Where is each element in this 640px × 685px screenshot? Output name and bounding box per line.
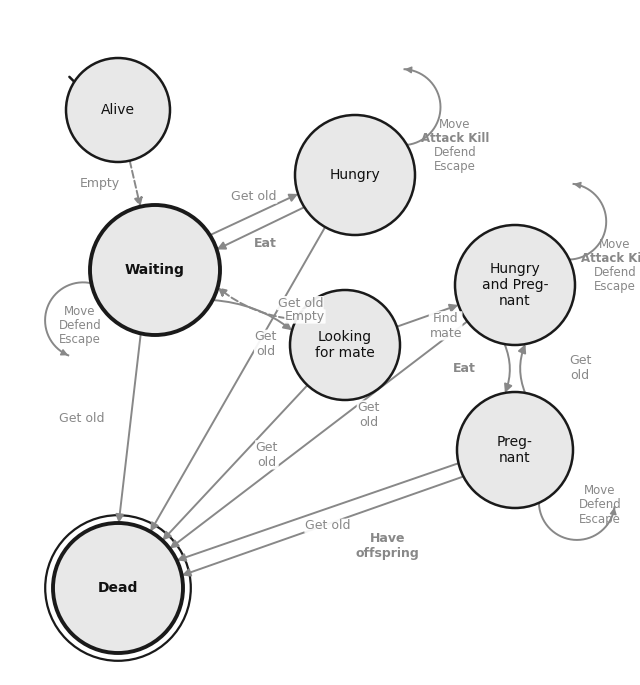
- FancyArrowPatch shape: [504, 344, 511, 391]
- Text: Move: Move: [584, 484, 616, 497]
- Text: Empty: Empty: [285, 310, 325, 323]
- Circle shape: [295, 115, 415, 235]
- Text: Escape: Escape: [434, 160, 476, 173]
- Text: Move: Move: [599, 238, 631, 251]
- Text: Have
offspring: Have offspring: [356, 532, 419, 560]
- Text: Alive: Alive: [101, 103, 135, 117]
- Text: Attack Kill: Attack Kill: [581, 251, 640, 264]
- FancyArrowPatch shape: [152, 227, 325, 530]
- Circle shape: [455, 225, 575, 345]
- Text: Dead: Dead: [98, 581, 138, 595]
- Text: Get
old: Get old: [255, 330, 277, 358]
- Text: Escape: Escape: [594, 279, 636, 292]
- FancyArrowPatch shape: [220, 289, 296, 320]
- Text: Get old: Get old: [231, 190, 276, 203]
- Text: Get old: Get old: [305, 519, 351, 532]
- Text: Defend: Defend: [579, 499, 621, 512]
- Circle shape: [66, 58, 170, 162]
- FancyArrowPatch shape: [164, 385, 307, 539]
- FancyArrowPatch shape: [130, 161, 141, 205]
- Text: Preg-
nant: Preg- nant: [497, 435, 533, 465]
- Circle shape: [90, 205, 220, 335]
- FancyArrowPatch shape: [219, 207, 305, 249]
- FancyArrowPatch shape: [172, 321, 467, 547]
- Text: Get old: Get old: [59, 412, 104, 425]
- FancyArrowPatch shape: [519, 346, 525, 393]
- Text: Escape: Escape: [59, 332, 101, 345]
- Text: Move: Move: [64, 305, 96, 318]
- Circle shape: [53, 523, 183, 653]
- Text: Hungry: Hungry: [330, 168, 380, 182]
- Text: Escape: Escape: [579, 512, 621, 525]
- Text: Move: Move: [439, 118, 471, 131]
- Text: Defend: Defend: [434, 145, 476, 158]
- Text: Waiting: Waiting: [125, 263, 185, 277]
- Circle shape: [290, 290, 400, 400]
- FancyArrowPatch shape: [397, 305, 456, 327]
- Text: Eat: Eat: [254, 237, 277, 250]
- Text: Get
old: Get old: [357, 401, 380, 429]
- Text: Defend: Defend: [594, 266, 636, 279]
- Circle shape: [457, 392, 573, 508]
- Text: Empty: Empty: [80, 177, 120, 190]
- FancyArrowPatch shape: [212, 300, 291, 329]
- Text: Defend: Defend: [59, 319, 101, 332]
- FancyArrowPatch shape: [116, 334, 141, 521]
- Text: Attack Kill: Attack Kill: [421, 132, 489, 145]
- Text: Get
old: Get old: [256, 441, 278, 469]
- Text: Looking
for mate: Looking for mate: [315, 330, 375, 360]
- Text: Find
mate: Find mate: [429, 312, 462, 340]
- FancyArrowPatch shape: [210, 195, 296, 235]
- FancyArrowPatch shape: [179, 463, 458, 560]
- Text: Get
old: Get old: [569, 354, 591, 382]
- FancyArrowPatch shape: [184, 477, 463, 575]
- Text: Hungry
and Preg-
nant: Hungry and Preg- nant: [482, 262, 548, 308]
- Text: Eat: Eat: [453, 362, 476, 375]
- Text: Get old: Get old: [278, 297, 323, 310]
